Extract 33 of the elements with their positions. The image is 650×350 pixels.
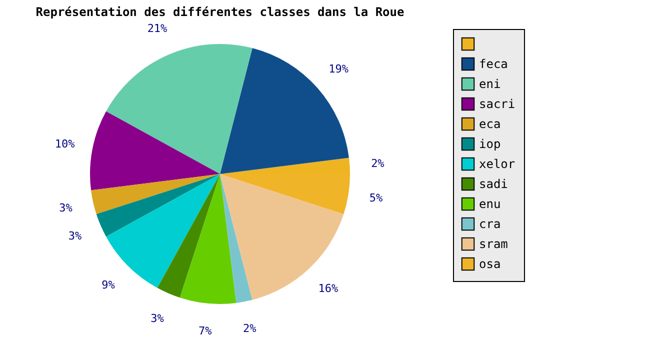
chart-title: Représentation des différentes classes dans la Roue [36,4,404,19]
legend-label: eni [479,77,501,91]
legend-label: eca [479,117,501,131]
data-label: 2% [242,322,257,336]
data-label: 21% [147,22,168,35]
legend-label: iop [479,137,501,151]
legend-label: cra [479,217,501,231]
legend-label: sadi [479,177,508,191]
legend-label: sacri [479,97,516,111]
legend-label: osa [479,257,501,271]
legend-label: feca [479,57,508,71]
legend-label: enu [479,197,501,211]
pie-slice [106,44,252,174]
pie-slice [220,174,252,303]
legend-label: xelor [479,157,516,171]
pie-slice [91,174,220,214]
pie-slice [220,174,344,300]
pie-slice [96,174,220,237]
legend-label: sram [479,237,508,251]
data-label: 5% [369,192,384,205]
data-label: 2% [371,157,385,170]
data-label: 3% [68,230,82,243]
data-label: 3% [150,312,164,326]
data-label: 19% [328,62,349,76]
pie-slice [90,111,220,190]
data-label: 3% [59,201,73,214]
data-label: 9% [102,278,116,292]
pie-slice [157,174,220,298]
data-label: 10% [54,137,76,150]
pie-slice [220,48,349,174]
data-label: 7% [198,324,212,338]
data-label: 16% [318,282,338,296]
pie-slice [180,174,236,304]
